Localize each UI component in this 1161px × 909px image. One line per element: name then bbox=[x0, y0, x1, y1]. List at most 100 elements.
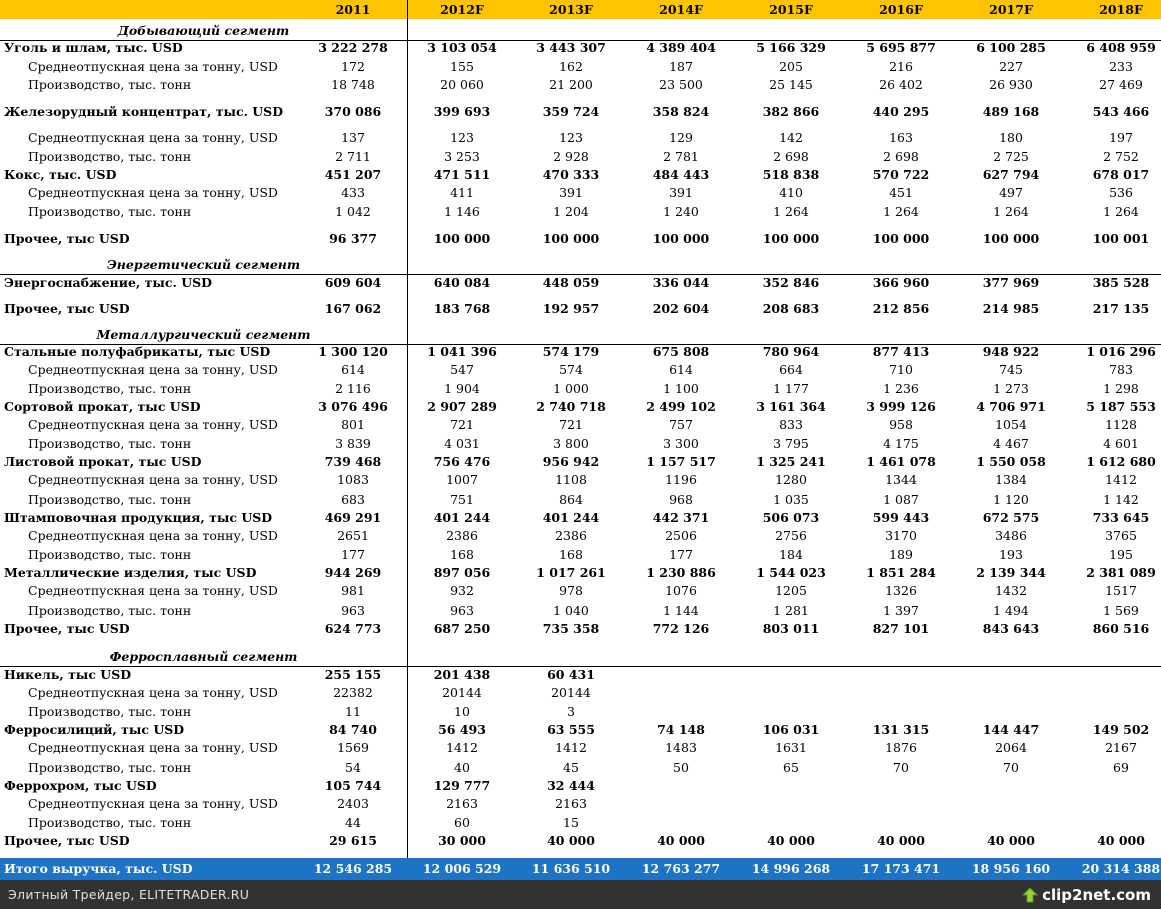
cell-2011: 2 116 bbox=[335, 381, 371, 396]
cell-2012f: 1 041 396 bbox=[427, 344, 497, 359]
cell-2018f: 536 bbox=[1109, 185, 1133, 200]
cell-2014f: 1 240 bbox=[663, 204, 699, 219]
detail-row: Среднеотпускная цена за тонну, USD 801 721… bbox=[0, 415, 1161, 435]
cell-2012f: 12 006 529 bbox=[422, 861, 502, 876]
cell-2013f: 11 636 510 bbox=[531, 861, 611, 876]
cell-2012f: 897 056 bbox=[433, 565, 491, 580]
cell-2013f: 978 bbox=[559, 583, 583, 598]
cell-2012f: 123 bbox=[450, 130, 474, 145]
section-divider bbox=[0, 344, 1161, 345]
cell-2013f: 1 040 bbox=[553, 603, 589, 618]
cell-2014f: 1 144 bbox=[663, 603, 699, 618]
section-heading: Металлургический сегмент bbox=[0, 325, 1161, 345]
cell-2015f: 2756 bbox=[775, 528, 807, 543]
cell-2018f: 1412 bbox=[1105, 472, 1137, 487]
cell-2016f: 5 695 877 bbox=[866, 40, 936, 55]
cell-2013f: 1 000 bbox=[553, 381, 589, 396]
total-label: Итого выручка, тыс. USD bbox=[4, 861, 193, 876]
cell-2017f: 1 264 bbox=[993, 204, 1029, 219]
row-label: Среднеотпускная цена за тонну, USD bbox=[28, 417, 278, 432]
cell-2018f: 2167 bbox=[1105, 740, 1137, 755]
metric-row: Прочее, тыс USD 624 773 687 250 735 358 772 … bbox=[0, 619, 1161, 639]
cell-2016f: 1 236 bbox=[883, 381, 919, 396]
cell-2017f: 843 643 bbox=[982, 621, 1040, 636]
cell-2013f: 63 555 bbox=[547, 722, 595, 737]
cell-2016f: 1 397 bbox=[883, 603, 919, 618]
cell-2011: 1569 bbox=[337, 740, 369, 755]
cell-2017f: 2 725 bbox=[993, 149, 1029, 164]
cell-2011: 370 086 bbox=[324, 104, 382, 119]
row-label: Никель, тыс USD bbox=[4, 667, 132, 682]
cell-2014f: 968 bbox=[669, 492, 693, 507]
cell-2018f: 783 bbox=[1109, 362, 1133, 377]
cell-2011: 739 468 bbox=[324, 454, 382, 469]
detail-row: Производство, тыс. тонн 11 10 3 bbox=[0, 702, 1161, 722]
metric-row: Листовой прокат, тыс USD 739 468 756 476 95… bbox=[0, 452, 1161, 472]
cell-2016f: 212 856 bbox=[872, 301, 930, 316]
cell-2016f: 4 175 bbox=[883, 436, 919, 451]
metric-row: Прочее, тыс USD 167 062 183 768 192 957 202 … bbox=[0, 299, 1161, 319]
cell-2011: 433 bbox=[341, 185, 365, 200]
row-label: Среднеотпускная цена за тонну, USD bbox=[28, 130, 278, 145]
column-header: 2014F bbox=[659, 2, 703, 17]
cell-2017f: 1432 bbox=[995, 583, 1027, 598]
cell-2012f: 168 bbox=[450, 547, 474, 562]
row-label: Среднеотпускная цена за тонну, USD bbox=[28, 796, 278, 811]
cell-2011: 1 042 bbox=[335, 204, 371, 219]
cell-2014f: 129 bbox=[669, 130, 693, 145]
cell-2016f: 440 295 bbox=[872, 104, 930, 119]
cell-2018f: 5 187 553 bbox=[1086, 399, 1156, 414]
cell-2016f: 570 722 bbox=[872, 167, 930, 182]
cell-2018f: 20 314 388 bbox=[1081, 861, 1161, 876]
section-heading: Добывающий сегмент bbox=[0, 21, 1161, 41]
detail-row: Производство, тыс. тонн 963 963 1 040 1 144 1… bbox=[0, 601, 1161, 621]
cell-2016f: 1876 bbox=[885, 740, 917, 755]
cell-2015f: 184 bbox=[779, 547, 803, 562]
cell-2012f: 20144 bbox=[442, 685, 482, 700]
column-header: 2018F bbox=[1099, 2, 1143, 17]
cell-2013f: 721 bbox=[559, 417, 583, 432]
row-label: Кокс, тыс. USD bbox=[4, 167, 117, 182]
cell-2014f: 74 148 bbox=[657, 722, 705, 737]
metric-row: Кокс, тыс. USD 451 207 471 511 470 333 484 4… bbox=[0, 165, 1161, 185]
cell-2013f: 123 bbox=[559, 130, 583, 145]
cell-2017f: 627 794 bbox=[982, 167, 1040, 182]
cell-2017f: 1 550 058 bbox=[976, 454, 1046, 469]
row-label: Металлургический сегмент bbox=[96, 327, 311, 342]
cell-2015f: 65 bbox=[783, 760, 799, 775]
row-label: Энергетический сегмент bbox=[106, 257, 301, 272]
cell-2018f: 233 bbox=[1109, 59, 1133, 74]
cell-2014f: 358 824 bbox=[652, 104, 710, 119]
metric-row: Стальные полуфабрикаты, тыс USD 1 300 120… bbox=[0, 342, 1161, 362]
cell-2016f: 1 087 bbox=[883, 492, 919, 507]
cell-2011: 3 839 bbox=[335, 436, 371, 451]
section-heading: Энергетический сегмент bbox=[0, 255, 1161, 275]
clip2net-logo[interactable]: clip2net.com bbox=[1022, 884, 1151, 906]
cell-2013f: 1 017 261 bbox=[536, 565, 606, 580]
cell-2011: 105 744 bbox=[324, 778, 382, 793]
detail-row: Среднеотпускная цена за тонну, USD 433 411… bbox=[0, 183, 1161, 203]
cell-2012f: 2 907 289 bbox=[427, 399, 497, 414]
cell-2013f: 168 bbox=[559, 547, 583, 562]
cell-2011: 18 748 bbox=[331, 77, 375, 92]
cell-2015f: 3 161 364 bbox=[756, 399, 826, 414]
row-label: Производство, тыс. тонн bbox=[28, 492, 192, 507]
cell-2011: 944 269 bbox=[324, 565, 382, 580]
row-label: Среднеотпускная цена за тонну, USD bbox=[28, 528, 278, 543]
cell-2011: 2403 bbox=[337, 796, 369, 811]
row-label: Феррохром, тыс USD bbox=[4, 778, 157, 793]
cell-2013f: 100 000 bbox=[542, 231, 600, 246]
cell-2013f: 1108 bbox=[555, 472, 587, 487]
cell-2015f: 208 683 bbox=[762, 301, 820, 316]
cell-2013f: 470 333 bbox=[542, 167, 600, 182]
cell-2014f: 202 604 bbox=[652, 301, 710, 316]
cell-2015f: 1 035 bbox=[773, 492, 809, 507]
detail-row: Среднеотпускная цена за тонну, USD 137 123… bbox=[0, 128, 1161, 148]
metric-row: Железорудный концентрат, тыс. USD 370 086… bbox=[0, 102, 1161, 122]
cell-2013f: 2 740 718 bbox=[536, 399, 606, 414]
cell-2016f: 877 413 bbox=[872, 344, 930, 359]
cell-2013f: 1412 bbox=[555, 740, 587, 755]
cell-2016f: 70 bbox=[893, 760, 909, 775]
cell-2015f: 1 281 bbox=[773, 603, 809, 618]
cell-2017f: 1 494 bbox=[993, 603, 1029, 618]
